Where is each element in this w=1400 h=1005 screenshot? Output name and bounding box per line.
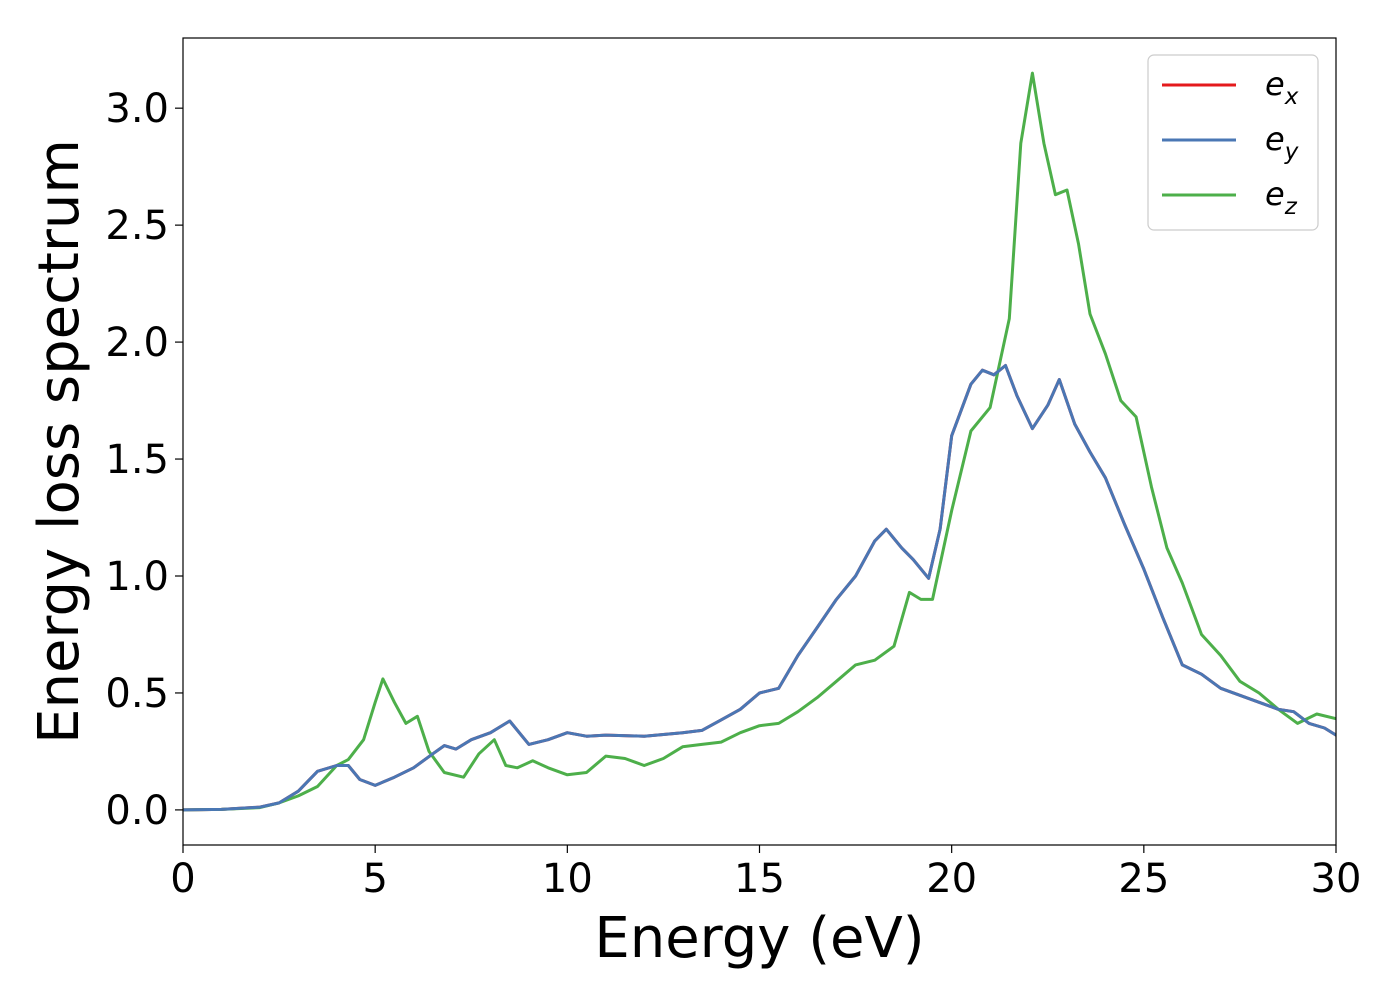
- x-tick-label: 30: [1311, 856, 1362, 902]
- x-axis-title: Energy (eV): [594, 906, 924, 971]
- y-tick-label: 1.5: [105, 437, 169, 483]
- x-tick-label: 20: [926, 856, 977, 902]
- y-tick-label: 2.0: [105, 320, 169, 366]
- x-axis: 0 5 10 15 20 25 30: [170, 845, 1361, 902]
- x-tick-label: 15: [734, 856, 785, 902]
- series-line-x: [183, 364, 1336, 812]
- legend-label-z: ez: [1265, 175, 1298, 220]
- series-line-y: [183, 364, 1336, 812]
- y-axis-title: Energy loss spectrum: [27, 139, 92, 744]
- series-line-z: [183, 71, 1336, 812]
- x-tick-label: 0: [170, 856, 195, 902]
- y-axis: 0.0 0.5 1.0 1.5 2.0 2.5 3.0: [105, 86, 183, 834]
- legend-box: [1147, 54, 1319, 231]
- series-lines: [183, 71, 1336, 812]
- y-tick-label: 0.5: [105, 671, 169, 717]
- y-tick-label: 0.0: [105, 788, 169, 834]
- legend-label-x: ex: [1265, 65, 1299, 110]
- legend-label-y: ey: [1265, 120, 1299, 165]
- legend: ex ey ez: [1147, 54, 1319, 231]
- x-tick-label: 10: [542, 856, 593, 902]
- y-tick-label: 2.5: [105, 203, 169, 249]
- x-tick-label: 25: [1118, 856, 1169, 902]
- x-tick-label: 5: [362, 856, 387, 902]
- y-tick-label: 1.0: [105, 554, 169, 600]
- y-tick-label: 3.0: [105, 86, 169, 132]
